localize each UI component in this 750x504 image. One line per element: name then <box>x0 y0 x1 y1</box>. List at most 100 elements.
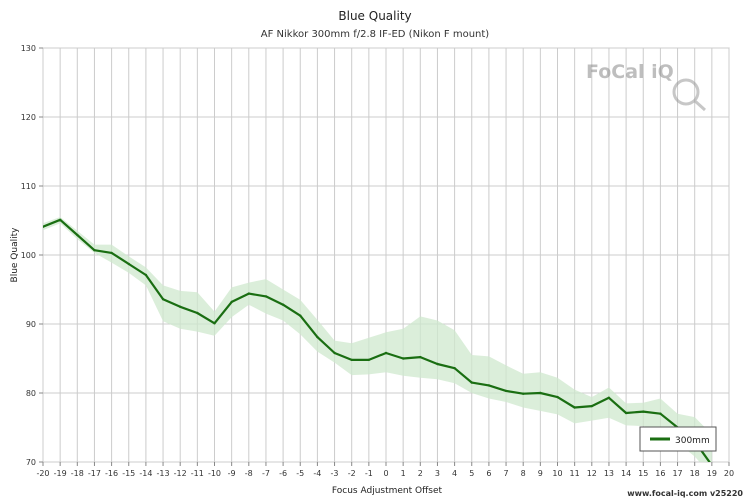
legend: 300mm <box>639 426 717 452</box>
x-tick-label: 3 <box>435 469 440 478</box>
focal-iq-logo: FoCal iQ <box>586 61 707 112</box>
data-point <box>59 218 62 221</box>
data-point <box>230 300 233 304</box>
x-tick-label: -10 <box>208 469 221 478</box>
x-tick-label: -3 <box>331 469 339 478</box>
data-point <box>264 295 268 298</box>
x-tick-label: -12 <box>174 469 187 478</box>
x-tick-label: 0 <box>383 469 388 478</box>
x-tick-label: 1 <box>401 469 406 478</box>
data-point <box>144 273 148 277</box>
data-point <box>127 262 130 266</box>
x-tick-label: 8 <box>521 469 526 478</box>
x-tick-label: -11 <box>191 469 204 478</box>
data-point <box>402 357 405 360</box>
data-point <box>453 367 456 370</box>
x-tick-label: 20 <box>724 469 734 478</box>
axis-label-y: Blue Quality <box>10 227 20 283</box>
y-tick-label: 120 <box>21 113 36 122</box>
x-tick-label: 16 <box>655 469 665 478</box>
confidence-band-layer <box>43 217 712 462</box>
legend-label-300mm: 300mm <box>675 436 710 446</box>
x-tick-label: 14 <box>621 469 631 478</box>
x-tick-label: -8 <box>245 469 253 478</box>
x-tick-label: -2 <box>348 469 356 478</box>
data-point <box>281 303 285 306</box>
data-point <box>590 404 593 408</box>
y-tick-label: 80 <box>26 389 36 398</box>
credit-text: www.focal-iq.com v25220 <box>627 489 743 498</box>
x-tick-label: 10 <box>552 469 562 478</box>
y-tick-label: 70 <box>26 458 36 467</box>
data-point <box>624 411 628 415</box>
logo-text: FoCal iQ <box>586 61 674 83</box>
y-tick-label: 90 <box>26 320 36 329</box>
x-tick-label: 9 <box>538 469 543 478</box>
x-tick-label: 4 <box>452 469 457 478</box>
x-tick-label: 11 <box>570 469 580 478</box>
x-tick-label: -5 <box>296 469 304 478</box>
x-tick-label: 18 <box>690 469 700 478</box>
x-tick-label: -1 <box>365 469 373 478</box>
series-line-300mm <box>43 218 711 462</box>
x-tick-label: 13 <box>604 469 614 478</box>
x-tick-label: -20 <box>36 469 49 478</box>
x-tick-label: -16 <box>105 469 118 478</box>
x-tick-label: -18 <box>71 469 84 478</box>
data-point <box>573 406 576 409</box>
data-point <box>504 389 508 393</box>
data-point <box>213 322 216 325</box>
x-tick-label: 19 <box>707 469 717 478</box>
data-point <box>179 305 182 308</box>
x-tick-label: -14 <box>139 469 152 478</box>
data-point <box>539 391 542 395</box>
data-point <box>110 251 113 255</box>
y-tick-label: 130 <box>21 44 36 53</box>
chart-subtitle: AF Nikkor 300mm f/2.8 IF-ED (Nikon F mou… <box>261 29 490 40</box>
x-tick-label: -17 <box>88 469 101 478</box>
y-tick-label: 110 <box>21 182 36 191</box>
data-point <box>247 292 250 295</box>
x-tick-label: -19 <box>54 469 67 478</box>
data-point <box>642 410 645 413</box>
data-point <box>76 233 79 237</box>
magnifier-handle <box>693 99 707 112</box>
data-point <box>419 355 422 359</box>
grid-lines <box>42 47 730 463</box>
data-point <box>196 311 199 315</box>
data-point <box>367 358 370 362</box>
confidence-band-300mm <box>43 217 712 462</box>
data-point <box>607 396 611 399</box>
data-point <box>299 314 302 317</box>
x-tick-label: 12 <box>587 469 597 478</box>
x-tick-label: 15 <box>638 469 648 478</box>
x-tick-label: -15 <box>122 469 135 478</box>
data-point <box>43 225 45 228</box>
x-tick-label: -7 <box>262 469 270 478</box>
x-tick-label: -4 <box>313 469 321 478</box>
y-tick-label: 100 <box>21 251 36 260</box>
data-point <box>161 298 165 301</box>
data-point <box>333 351 336 355</box>
data-point <box>316 335 319 339</box>
x-tick-label: -9 <box>228 469 236 478</box>
x-tick-label: 6 <box>486 469 491 478</box>
x-tick-label: 17 <box>672 469 682 478</box>
x-tick-label: -13 <box>157 469 170 478</box>
x-tick-label: 7 <box>504 469 509 478</box>
data-point <box>659 412 662 415</box>
chart-title: Blue Quality <box>338 9 411 23</box>
axis-layer: -20 -19 -18 -17 -16 -15 -14 -13 -12 -11 -10 -9 -8 -7-… <box>21 44 734 478</box>
axis-label-x: Focus Adjustment Offset <box>332 486 443 496</box>
data-point <box>93 249 96 252</box>
data-point <box>384 351 388 355</box>
data-point <box>487 384 491 387</box>
x-tick-label: -6 <box>279 469 287 478</box>
data-point <box>470 381 473 384</box>
x-tick-label: 2 <box>418 469 423 478</box>
data-point <box>350 358 353 362</box>
data-point <box>436 362 439 366</box>
data-point <box>556 395 559 399</box>
